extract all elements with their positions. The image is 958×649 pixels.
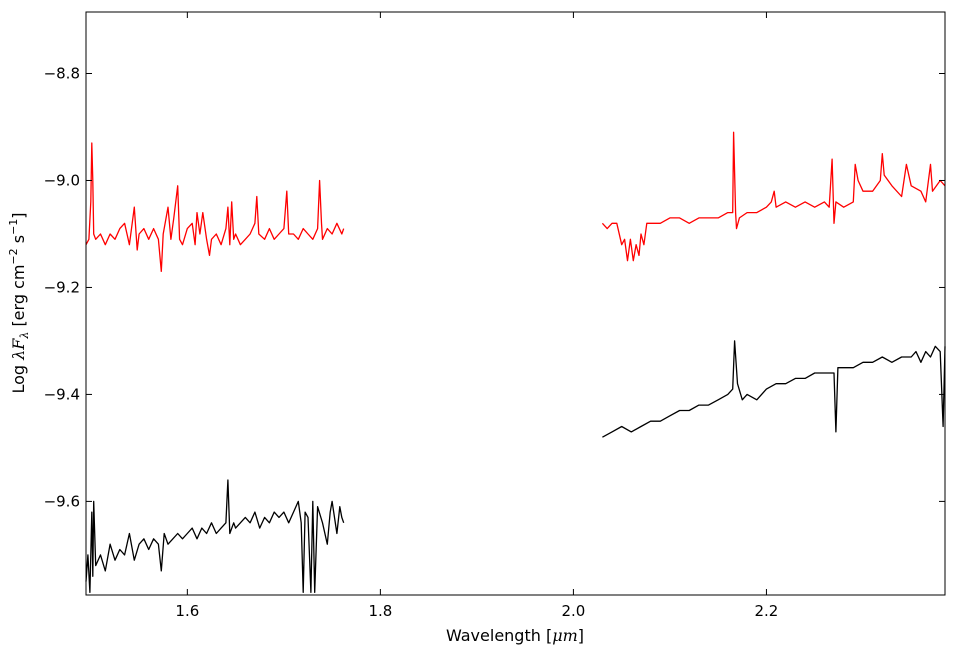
series-1-segment-0	[85, 479, 345, 593]
y-tick-label: −9.0	[44, 171, 80, 189]
y-axis-label: Log λFλ [erg cm−2 s−1]	[7, 212, 31, 393]
x-axis-label: Wavelength [μm]	[446, 626, 584, 645]
y-tick-label: −8.8	[44, 65, 80, 83]
series-layer	[85, 131, 946, 593]
x-tick-label: 1.8	[368, 602, 392, 620]
x-tick-label: 2.2	[755, 602, 779, 620]
y-tick-label: −9.2	[44, 278, 80, 296]
tick-layer: 1.6 1.8 2.0 2.2 −8.8 −9.0 −9.2 −9.4 −9.6	[44, 12, 945, 620]
series-0-segment-0	[85, 142, 345, 273]
series-1-segment-1	[602, 340, 946, 438]
plot-frame	[85, 11, 946, 596]
y-tick-label: −9.6	[44, 492, 80, 510]
y-tick-label: −9.4	[44, 385, 80, 403]
x-tick-label: 1.6	[175, 602, 199, 620]
x-tick-label: 2.0	[561, 602, 585, 620]
series-0-segment-1	[601, 131, 946, 262]
plot-background	[86, 12, 945, 595]
